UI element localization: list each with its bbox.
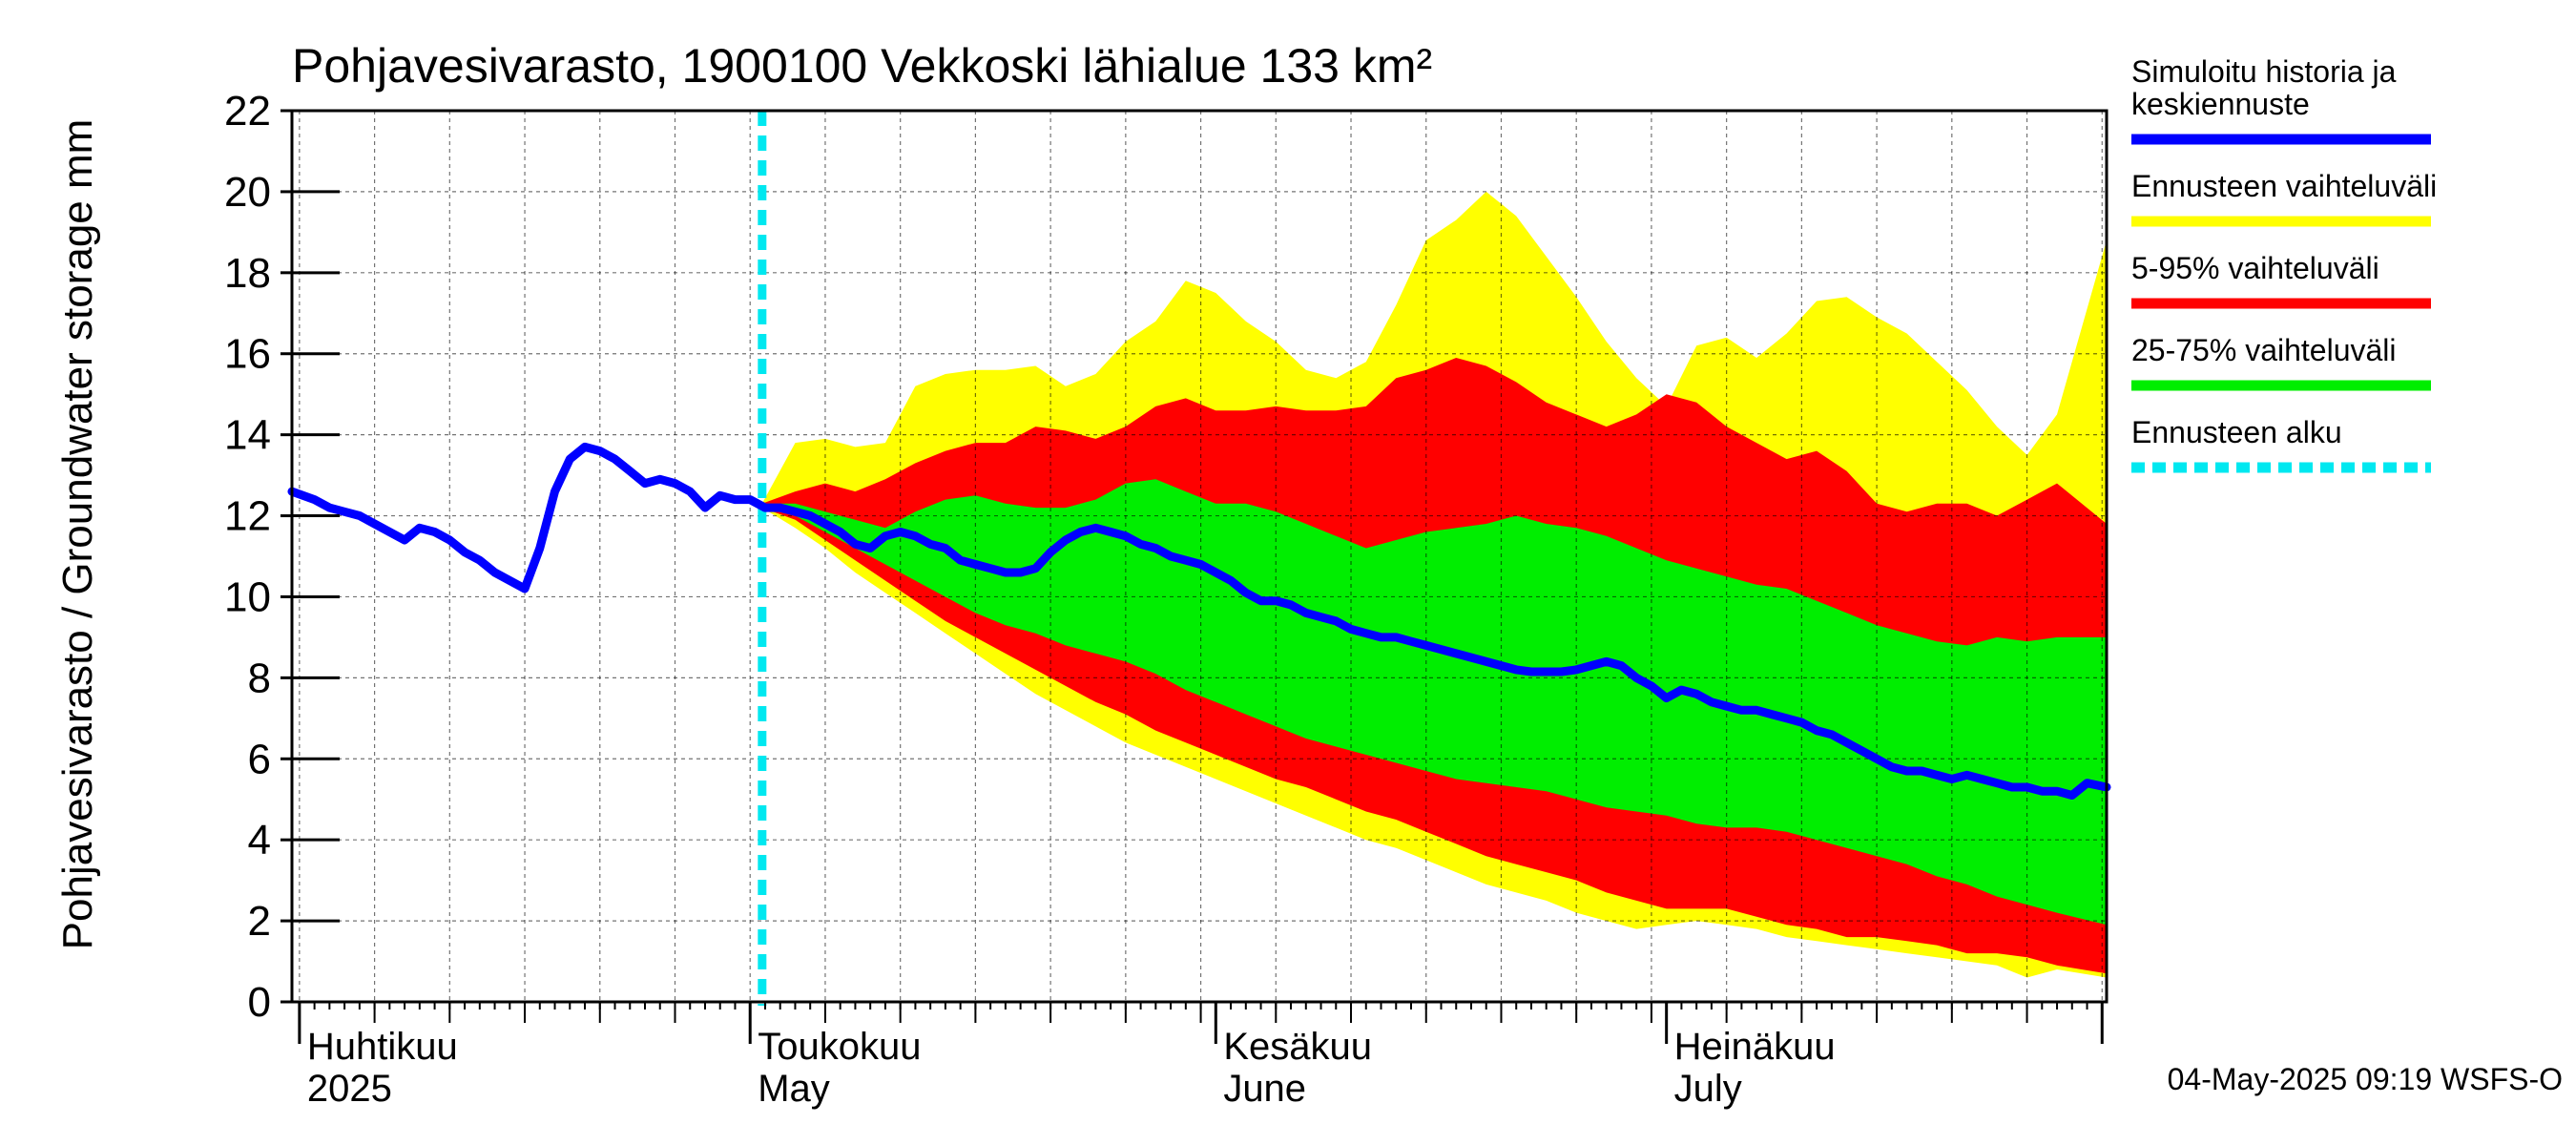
y-tick-label-4: 8 — [248, 655, 271, 701]
y-tick-label-1: 2 — [248, 898, 271, 945]
month-sublabel-3: July — [1674, 1068, 1742, 1110]
y-tick-label-8: 16 — [224, 331, 271, 378]
y-tick-label-6: 12 — [224, 493, 271, 540]
y-tick-label-10: 20 — [224, 169, 271, 216]
y-tick-label-9: 18 — [224, 250, 271, 297]
plot-frame — [290, 109, 2109, 1004]
y-tick-label-2: 4 — [248, 817, 271, 864]
month-label-0: Huhtikuu — [307, 1026, 458, 1068]
month-sublabel-2: June — [1223, 1068, 1306, 1110]
month-label-2: Kesäkuu — [1223, 1026, 1372, 1068]
y-axis-ticks: 0 2 4 6 8 10 12 14 16 18 20 22 — [224, 88, 340, 1026]
y-tick-label-5: 10 — [224, 573, 271, 620]
mean-line — [287, 442, 2111, 800]
month-label-1: Toukokuu — [758, 1026, 921, 1068]
footer-timestamp: 04-May-2025 09:19 WSFS-O — [2168, 1062, 2563, 1096]
band-2 — [761, 479, 2107, 926]
month-sublabel-0: 2025 — [307, 1068, 392, 1110]
legend-label-3: 25-75% vaihteluväli — [2131, 333, 2397, 367]
y-tick-label-0: 0 — [248, 979, 271, 1026]
grid-lines — [292, 110, 2107, 1002]
chart-title: Pohjavesivarasto, 1900100 Vekkoski lähia… — [292, 39, 1432, 93]
legend-label-2: 5-95% vaihteluväli — [2131, 251, 2379, 285]
legend-label-0: Simuloitu historia ja — [2131, 54, 2397, 89]
y-axis-label: Pohjavesivarasto / Groundwater storage m… — [54, 119, 101, 950]
y-tick-label-11: 22 — [224, 88, 271, 135]
y-tick-label-7: 14 — [224, 412, 271, 459]
legend-label-4: Ennusteen alku — [2131, 415, 2342, 449]
month-label-3: Heinäkuu — [1674, 1026, 1836, 1068]
legend-label-0-line2: keskiennuste — [2131, 87, 2310, 121]
y-tick-label-3: 6 — [248, 736, 271, 782]
month-sublabel-1: May — [758, 1068, 830, 1110]
legend-label-1: Ennusteen vaihteluväli — [2131, 169, 2437, 203]
